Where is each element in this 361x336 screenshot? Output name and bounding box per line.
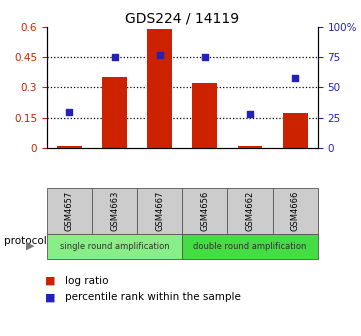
- Title: GDS224 / 14119: GDS224 / 14119: [125, 12, 239, 26]
- Text: protocol: protocol: [4, 236, 46, 246]
- Text: log ratio: log ratio: [65, 276, 108, 286]
- Point: [67, 109, 73, 114]
- Text: GSM4663: GSM4663: [110, 191, 119, 231]
- Text: ▶: ▶: [26, 241, 35, 251]
- Text: single round amplification: single round amplification: [60, 242, 169, 251]
- Text: double round amplification: double round amplification: [193, 242, 307, 251]
- Text: GSM4662: GSM4662: [245, 191, 255, 231]
- Text: GSM4666: GSM4666: [291, 191, 300, 231]
- Bar: [238, 146, 262, 148]
- Point: [247, 111, 253, 117]
- Point: [202, 54, 208, 60]
- Text: GSM4657: GSM4657: [65, 191, 74, 231]
- Bar: [102, 77, 127, 148]
- Text: percentile rank within the sample: percentile rank within the sample: [65, 292, 241, 302]
- Text: ■: ■: [45, 276, 56, 286]
- Bar: [147, 29, 172, 148]
- Point: [112, 54, 118, 60]
- Bar: [57, 146, 82, 148]
- Bar: [192, 83, 217, 148]
- Point: [292, 75, 298, 80]
- Bar: [283, 113, 308, 148]
- Text: ■: ■: [45, 292, 56, 302]
- Point: [157, 52, 162, 57]
- Text: GSM4667: GSM4667: [155, 191, 164, 231]
- Text: GSM4656: GSM4656: [200, 191, 209, 231]
